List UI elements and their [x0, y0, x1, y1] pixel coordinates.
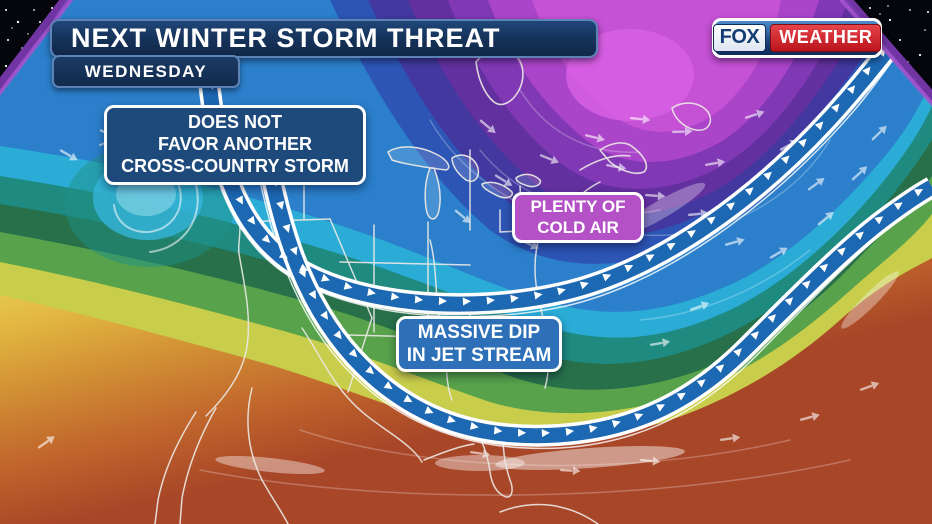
- callout-line: PLENTY OF: [530, 196, 626, 216]
- callout-line: DOES NOT: [187, 112, 282, 133]
- logo-network-text: FOX: [712, 24, 767, 52]
- date-label-text: WEDNESDAY: [84, 61, 208, 81]
- callout-line: COLD AIR: [537, 217, 619, 237]
- callout-line: IN JET STREAM: [406, 345, 552, 366]
- callout-line: FAVOR ANOTHER: [157, 134, 312, 155]
- callout-plenty-of-cold-air: PLENTY OF COLD AIR: [512, 192, 644, 243]
- great-lakes: [387, 146, 542, 220]
- callout-massive-dip-jet-stream: MASSIVE DIP IN JET STREAM: [396, 316, 562, 372]
- date-label: WEDNESDAY: [52, 55, 240, 88]
- page-title: NEXT WINTER STORM THREAT: [71, 23, 501, 53]
- fox-weather-logo: FOX WEATHER: [712, 18, 882, 58]
- callout-no-cross-country-storm: DOES NOT FAVOR ANOTHER CROSS-COUNTRY STO…: [104, 105, 366, 185]
- callout-line: CROSS-COUNTRY STORM: [121, 155, 349, 176]
- callout-line: MASSIVE DIP: [417, 321, 541, 343]
- logo-brand-text: WEATHER: [770, 24, 882, 52]
- globe-edge-glow: [0, 0, 932, 107]
- title-bar: NEXT WINTER STORM THREAT: [50, 19, 598, 58]
